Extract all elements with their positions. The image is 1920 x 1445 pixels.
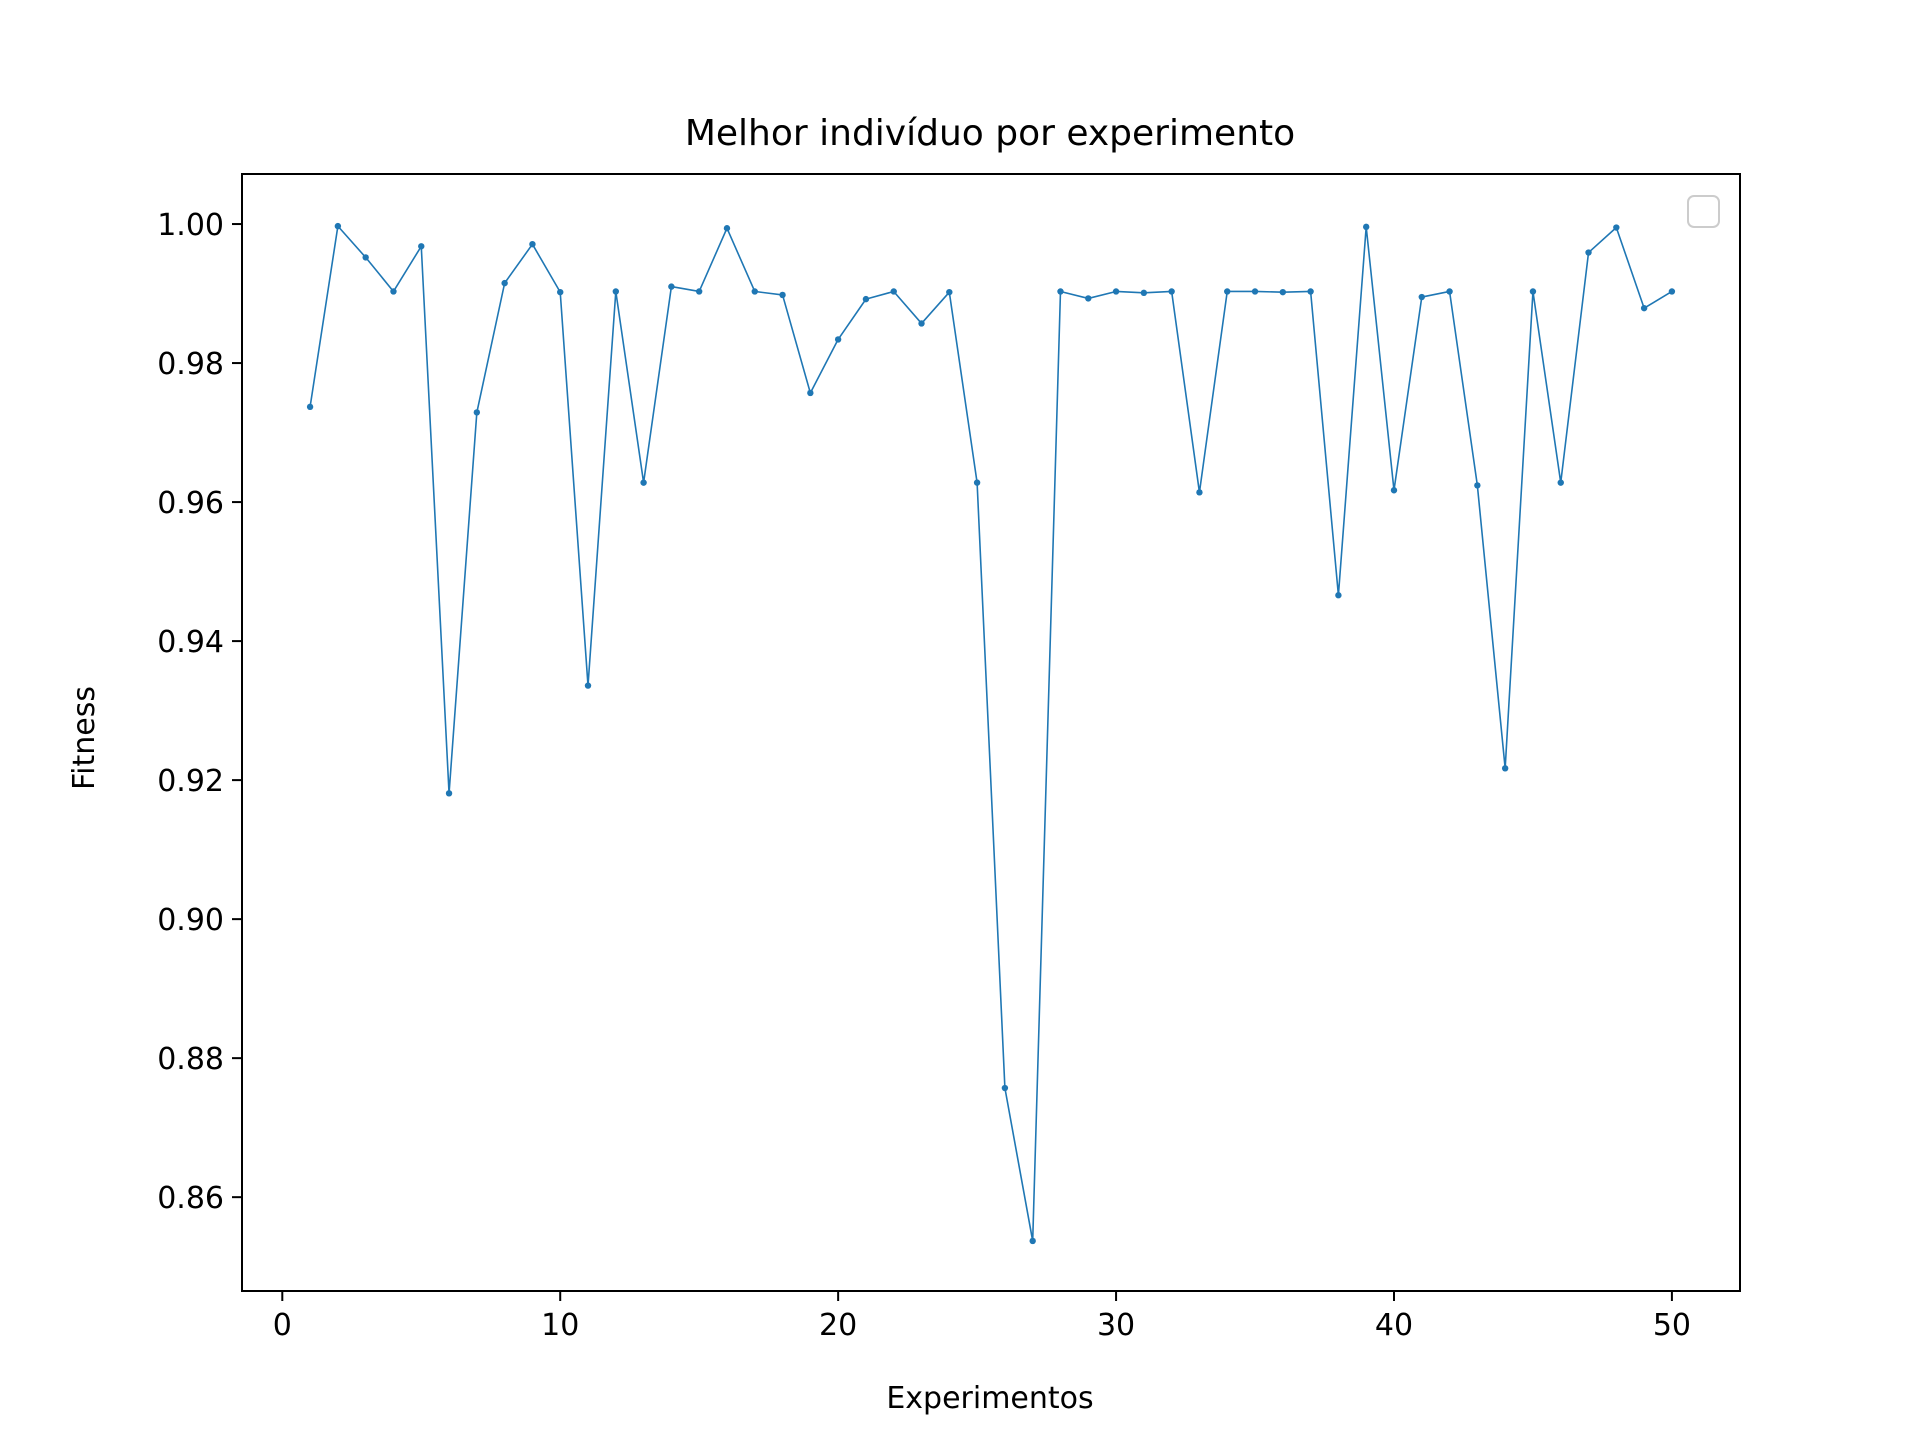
data-point bbox=[445, 790, 453, 797]
data-point bbox=[1474, 482, 1481, 489]
data-point bbox=[529, 241, 536, 248]
y-tick-label: 0.90 bbox=[157, 903, 224, 938]
data-point bbox=[1140, 289, 1148, 297]
data-point bbox=[1335, 592, 1342, 599]
data-point bbox=[1085, 295, 1092, 302]
data-point bbox=[334, 222, 342, 230]
data-point bbox=[1029, 1237, 1036, 1245]
data-point bbox=[1501, 765, 1509, 772]
data-point bbox=[1001, 1084, 1009, 1092]
x-axis: 0 10 20 30 40 50 bbox=[273, 1291, 1691, 1343]
data-point bbox=[751, 288, 758, 295]
data-point bbox=[918, 320, 925, 327]
y-axis-label: Fitness bbox=[67, 686, 102, 790]
series-line bbox=[309, 225, 1673, 1242]
data-point bbox=[834, 336, 842, 343]
data-point bbox=[1224, 288, 1231, 295]
x-tick-label: 50 bbox=[1653, 1308, 1691, 1343]
y-tick-label: 0.92 bbox=[157, 764, 224, 799]
x-tick-label: 40 bbox=[1375, 1308, 1413, 1343]
data-point bbox=[973, 479, 981, 486]
data-point bbox=[807, 389, 814, 397]
data-point bbox=[779, 291, 786, 299]
data-point bbox=[668, 283, 675, 290]
data-point bbox=[640, 479, 647, 486]
data-point bbox=[501, 279, 508, 287]
data-point bbox=[306, 403, 314, 411]
data-point bbox=[362, 254, 369, 261]
x-tick-label: 20 bbox=[819, 1308, 857, 1343]
data-point bbox=[1529, 288, 1537, 295]
x-tick-label: 10 bbox=[541, 1308, 579, 1343]
data-point bbox=[1613, 224, 1620, 231]
data-point bbox=[612, 288, 620, 295]
y-tick-label: 0.86 bbox=[157, 1181, 224, 1216]
data-point bbox=[1057, 288, 1064, 295]
data-point bbox=[1307, 288, 1314, 295]
data-point bbox=[890, 288, 897, 295]
data-point bbox=[1362, 223, 1370, 231]
y-axis: 0.86 0.88 0.90 0.92 0.94 0.96 0.98 1.00 bbox=[157, 208, 242, 1216]
x-tick-label: 30 bbox=[1097, 1308, 1135, 1343]
data-point bbox=[584, 682, 592, 689]
data-point bbox=[473, 409, 481, 416]
data-point bbox=[1418, 293, 1425, 301]
legend-box bbox=[1687, 195, 1720, 228]
data-point bbox=[557, 288, 564, 296]
data-point bbox=[946, 288, 953, 296]
data-point bbox=[1168, 288, 1175, 295]
plot-area bbox=[306, 222, 1676, 1245]
chart-title: Melhor indivíduo por experimento bbox=[685, 113, 1295, 154]
data-point bbox=[1279, 288, 1287, 296]
y-tick-label: 0.88 bbox=[157, 1042, 224, 1077]
data-point bbox=[1196, 489, 1203, 496]
y-tick-label: 0.96 bbox=[157, 486, 224, 521]
data-point bbox=[1557, 479, 1564, 486]
data-point bbox=[1112, 288, 1120, 295]
y-tick-label: 0.94 bbox=[157, 625, 224, 660]
y-tick-label: 0.98 bbox=[157, 347, 224, 382]
x-tick-label: 0 bbox=[273, 1308, 292, 1343]
data-point bbox=[1446, 288, 1453, 295]
data-point bbox=[1585, 249, 1592, 256]
y-tick-label: 1.00 bbox=[157, 208, 224, 243]
plot-frame bbox=[241, 173, 1741, 1292]
data-point bbox=[723, 225, 731, 232]
data-point bbox=[418, 243, 425, 250]
data-point bbox=[695, 288, 703, 295]
data-point bbox=[862, 295, 870, 303]
data-point bbox=[1668, 288, 1676, 295]
data-point bbox=[1251, 288, 1259, 295]
data-point bbox=[1390, 487, 1398, 494]
data-point bbox=[1640, 304, 1648, 312]
data-point bbox=[390, 288, 397, 295]
x-axis-label: Experimentos bbox=[886, 1381, 1093, 1416]
